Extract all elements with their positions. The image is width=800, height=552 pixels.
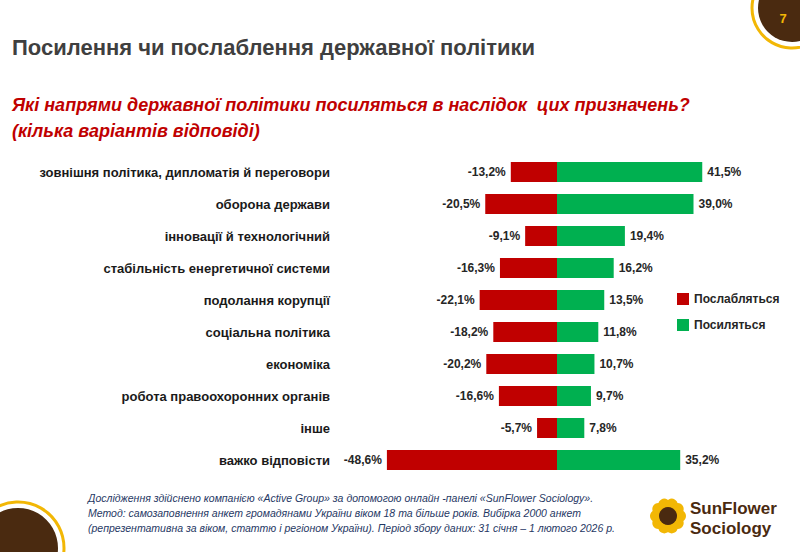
svg-text:оборона держави: оборона держави	[216, 197, 330, 212]
svg-text:Посилення чи послаблення держа: Посилення чи послаблення державної політ…	[12, 35, 535, 60]
svg-text:39,0%: 39,0%	[699, 197, 733, 211]
svg-text:-16,6%: -16,6%	[456, 389, 494, 403]
svg-text:Послабляться: Послабляться	[694, 292, 779, 306]
svg-text:-22,1%: -22,1%	[437, 293, 475, 307]
svg-text:-48,6%: -48,6%	[344, 453, 382, 467]
svg-text:7: 7	[779, 11, 786, 26]
svg-text:робота правоохоронних органів: робота правоохоронних органів	[122, 389, 330, 404]
svg-text:інновації й технологічний: інновації й технологічний	[165, 229, 330, 244]
svg-text:-5,7%: -5,7%	[501, 421, 533, 435]
svg-text:(репрезентативна за віком, ста: (репрезентативна за віком, статтю і регі…	[88, 522, 615, 534]
svg-text:стабільність енергетичної сист: стабільність енергетичної системи	[103, 261, 330, 276]
svg-text:економіка: економіка	[266, 357, 331, 372]
svg-text:зовнішня політика, дипломатія: зовнішня політика, дипломатія й перегово…	[39, 165, 330, 180]
svg-text:-16,3%: -16,3%	[457, 261, 495, 275]
svg-text:-20,5%: -20,5%	[442, 197, 480, 211]
svg-text:11,8%: 11,8%	[603, 325, 637, 339]
svg-text:-9,1%: -9,1%	[489, 229, 521, 243]
svg-text:-18,2%: -18,2%	[450, 325, 488, 339]
svg-text:Посиляться: Посиляться	[694, 318, 765, 332]
svg-text:16,2%: 16,2%	[619, 261, 653, 275]
svg-text:41,5%: 41,5%	[707, 165, 741, 179]
svg-text:інше: інше	[300, 421, 330, 436]
svg-text:13,5%: 13,5%	[609, 293, 643, 307]
svg-text:-20,2%: -20,2%	[443, 357, 481, 371]
svg-text:Дослідження здійснено компаніє: Дослідження здійснено компанією «Active …	[87, 492, 593, 504]
svg-text:SunFlower: SunFlower	[690, 499, 777, 518]
svg-text:Які напрями державної політики: Які напрями державної політики посилятьс…	[11, 95, 690, 115]
svg-text:-13,2%: -13,2%	[468, 165, 506, 179]
svg-text:(кілька варіантів відповіді): (кілька варіантів відповіді)	[12, 121, 260, 141]
svg-text:Sociology: Sociology	[690, 519, 772, 538]
svg-text:соціальна політика: соціальна політика	[206, 325, 331, 340]
svg-text:19,4%: 19,4%	[630, 229, 664, 243]
svg-text:подолання корупції: подолання корупції	[204, 293, 331, 308]
svg-text:важко відповісти: важко відповісти	[219, 453, 330, 468]
svg-text:10,7%: 10,7%	[599, 357, 633, 371]
svg-text:Метод: самозаповнення анкет гр: Метод: самозаповнення анкет громадянами …	[88, 507, 581, 519]
svg-text:35,2%: 35,2%	[685, 453, 719, 467]
svg-text:7,8%: 7,8%	[589, 421, 617, 435]
svg-text:9,7%: 9,7%	[596, 389, 624, 403]
